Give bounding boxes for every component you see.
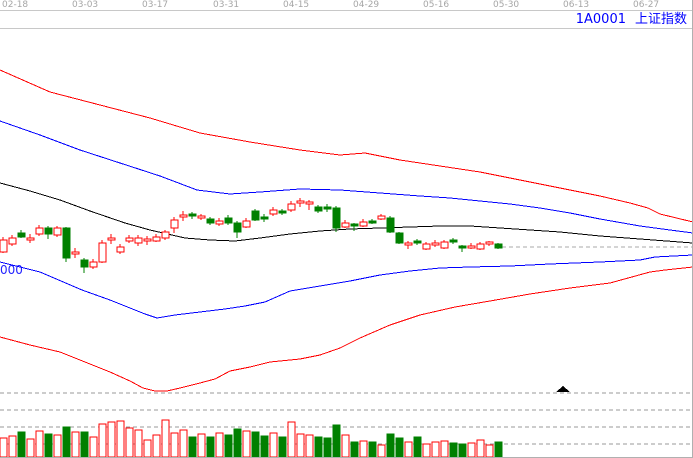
- date-tick-2: 03-17: [142, 0, 169, 10]
- date-tick-7: 05-30: [493, 0, 520, 10]
- instrument-name: 上证指数: [634, 12, 687, 27]
- date-tick-6: 05-16: [423, 0, 450, 10]
- instrument-title: 1A0001 上证指数: [576, 12, 687, 27]
- date-tick-3: 03-31: [213, 0, 240, 10]
- header-separator: [0, 10, 692, 11]
- date-tick-0: 02-18: [2, 0, 29, 10]
- date-tick-9: 06-27: [633, 0, 660, 10]
- date-tick-4: 04-15: [283, 0, 310, 10]
- title-separator: [0, 28, 692, 29]
- instrument-code: 1A0001: [575, 12, 626, 27]
- date-tick-5: 04-29: [353, 0, 380, 10]
- date-tick-8: 06-13: [563, 0, 590, 10]
- date-tick-1: 03-03: [72, 0, 99, 10]
